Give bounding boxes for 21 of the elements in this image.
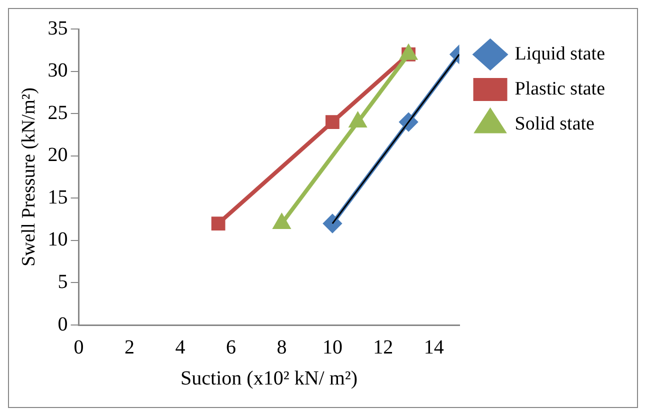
legend-label: Solid state bbox=[514, 113, 594, 134]
x-axis-title: Suction (x10² kN/ m²) bbox=[180, 367, 358, 390]
legend-label: Liquid state bbox=[514, 43, 606, 64]
y-tick-label: 20 bbox=[48, 144, 68, 166]
y-tick-label: 15 bbox=[48, 186, 68, 208]
y-tick-label: 25 bbox=[48, 102, 68, 124]
y-tick-label: 30 bbox=[48, 60, 68, 82]
x-tick-label: 12 bbox=[373, 336, 394, 358]
x-tick-label: 14 bbox=[424, 336, 444, 358]
y-tick-label: 0 bbox=[58, 313, 68, 336]
y-tick-label: 5 bbox=[58, 270, 68, 293]
x-tick-label: 4 bbox=[175, 336, 186, 358]
y-axis-title: Swell Pressure (kN/m²) bbox=[18, 88, 40, 266]
x-tick-label: 10 bbox=[322, 336, 342, 358]
y-tick-label: 35 bbox=[48, 17, 68, 40]
x-tick-label: 8 bbox=[276, 336, 287, 358]
x-tick-label: 6 bbox=[226, 336, 236, 358]
y-tick-label: 10 bbox=[48, 228, 68, 251]
x-tick-label: 0 bbox=[74, 336, 84, 358]
x-tick-label: 2 bbox=[124, 336, 135, 358]
legend-label: Plastic state bbox=[514, 78, 606, 100]
